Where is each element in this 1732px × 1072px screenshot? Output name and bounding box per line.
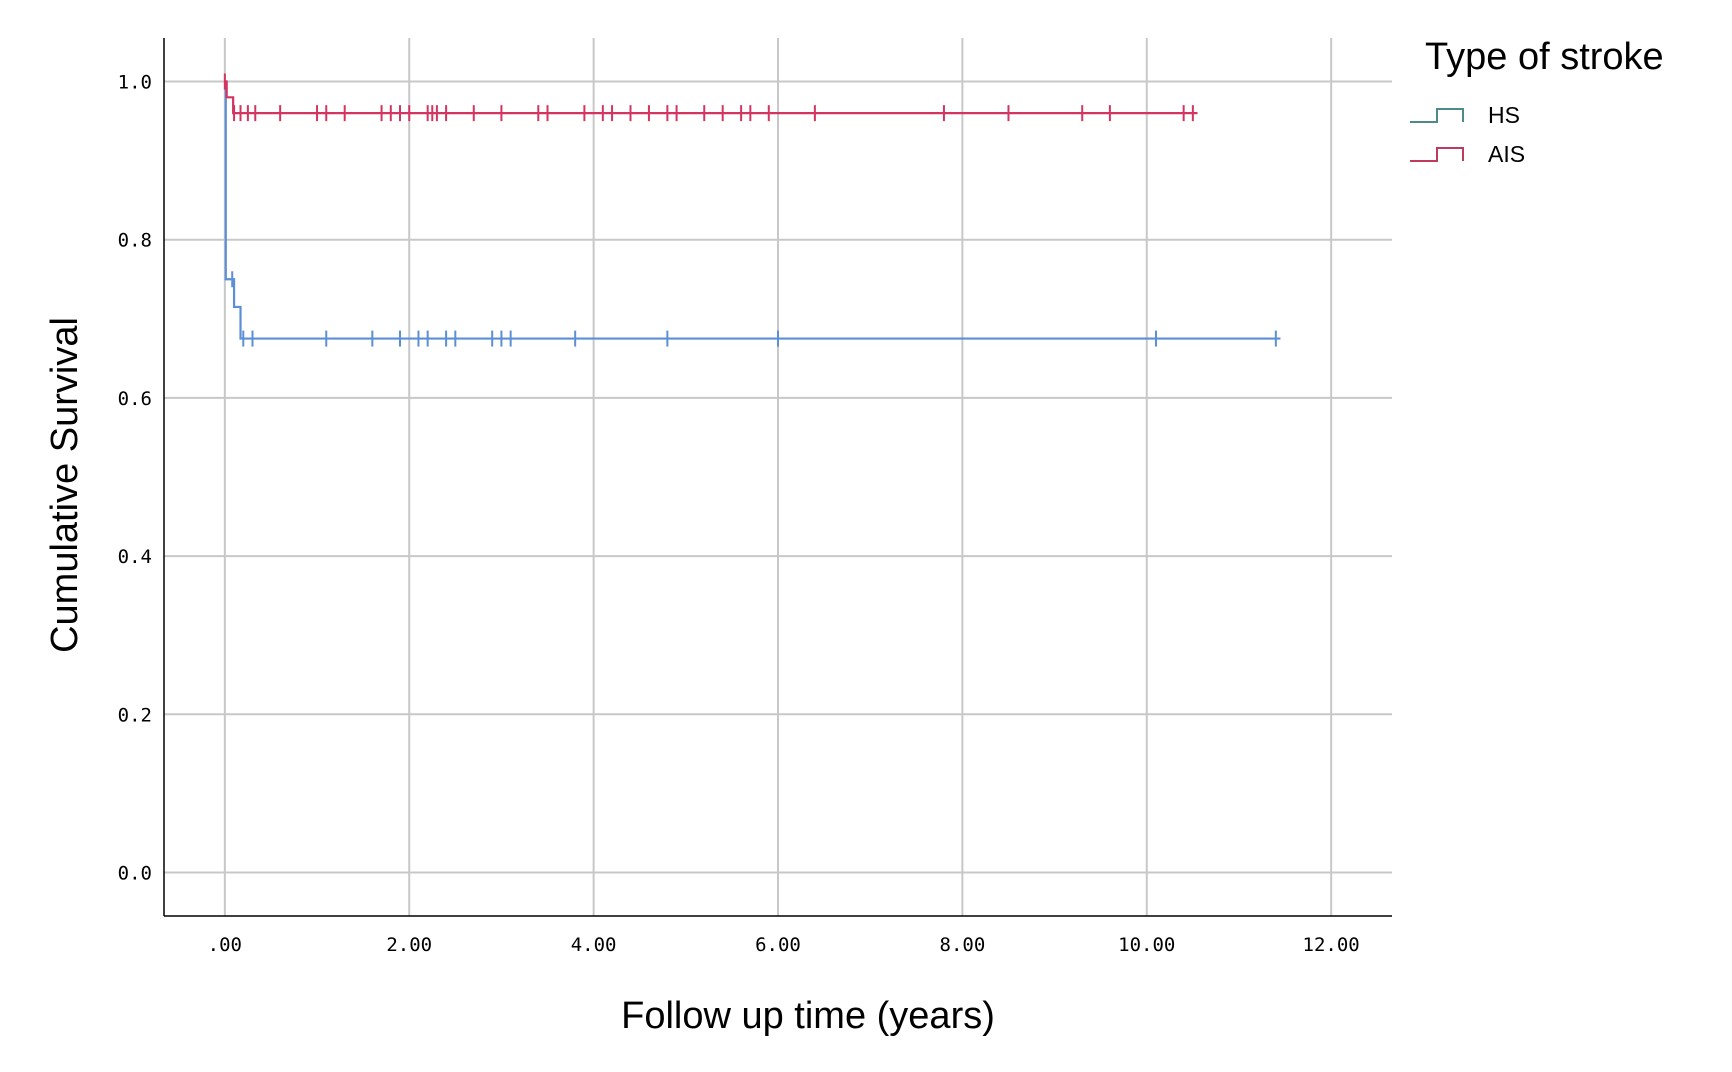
series-ais	[223, 73, 1198, 122]
x-tick-label: 10.00	[1118, 934, 1175, 956]
legend-item-hs: HS	[1410, 102, 1520, 128]
x-axis-title: Follow up time (years)	[621, 995, 995, 1037]
legend-swatch	[1410, 147, 1464, 162]
y-tick-label: 0.8	[118, 230, 152, 252]
series-hs	[224, 80, 1281, 347]
tick-labels: .00 2.00 4.00 6.00 8.00 10.00 12.00 0.0 0.2 0.4 0.…	[118, 72, 1360, 956]
x-tick-label: 6.00	[755, 934, 801, 956]
x-tick-label: 4.00	[571, 934, 617, 956]
x-tick-label: 2.00	[386, 934, 432, 956]
y-axis-title: Cumulative Survival	[44, 317, 86, 653]
legend-title: Type of stroke	[1425, 36, 1664, 78]
y-tick-label: 1.0	[118, 72, 152, 94]
survival-line-hs	[224, 80, 1281, 340]
x-tick-label: 12.00	[1303, 934, 1360, 956]
legend-swatch	[1410, 108, 1464, 123]
y-tick-label: 0.6	[118, 388, 152, 410]
grid	[164, 38, 1392, 916]
y-tick-label: 0.0	[118, 862, 152, 884]
axes	[163, 38, 1392, 917]
legend-item-ais: AIS	[1410, 141, 1525, 167]
y-tick-label: 0.2	[118, 704, 152, 726]
legend-label: AIS	[1488, 141, 1525, 167]
legend: Type of stroke HS AIS	[1410, 36, 1664, 167]
series	[223, 73, 1281, 347]
legend-items: HS AIS	[1410, 102, 1525, 167]
x-tick-label: 8.00	[940, 934, 986, 956]
legend-label: HS	[1488, 102, 1520, 128]
y-tick-label: 0.4	[118, 546, 152, 568]
x-tick-label: .00	[208, 934, 242, 956]
survival-line-ais	[224, 80, 1198, 115]
